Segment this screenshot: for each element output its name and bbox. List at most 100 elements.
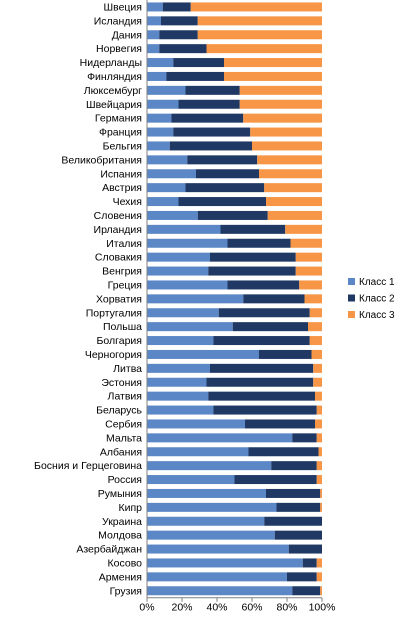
bar-segment-класс-1-12 [147, 169, 196, 179]
bar-segment-класс-3-15 [267, 210, 322, 220]
bar-segment-класс-1-34 [147, 475, 235, 485]
bar-segment-класс-3-34 [316, 475, 322, 485]
bar-segment-класс-2-4 [173, 58, 224, 68]
bar-segment-класс-3-10 [252, 141, 322, 151]
category-label: Албания [100, 446, 142, 458]
bar-segment-класс-3-3 [206, 44, 322, 54]
category-label: Чехия [113, 196, 142, 208]
bar-segment-класс-2-25 [259, 349, 312, 359]
bar-segment-класс-1-8 [147, 113, 172, 123]
category-label: Австрия [102, 182, 142, 194]
bar-segment-класс-2-42 [292, 586, 321, 596]
bar-segment-класс-2-26 [210, 363, 314, 373]
bar-segment-класс-2-38 [274, 530, 322, 540]
bar-segment-класс-2-8 [171, 113, 244, 123]
category-label: Эстония [101, 377, 142, 389]
bar-segment-класс-2-3 [159, 44, 207, 54]
category-label: Азербайджан [76, 544, 142, 556]
bar-segment-класс-1-32 [147, 447, 249, 457]
bar-segment-класс-1-33 [147, 461, 272, 471]
bar-segment-класс-3-40 [316, 558, 322, 568]
bar-segment-класс-2-10 [169, 141, 252, 151]
bar-segment-класс-3-16 [285, 224, 322, 234]
bar-segment-класс-1-9 [147, 127, 174, 137]
category-label: Украина [102, 516, 142, 528]
bar-segment-класс-2-20 [227, 280, 300, 290]
bar-segment-класс-1-31 [147, 433, 293, 443]
category-label: Черногория [85, 349, 142, 361]
legend-label-класс-2: Класс 2 [359, 294, 395, 305]
bar-segment-класс-1-5 [147, 71, 167, 81]
legend-swatch-класс-3 [348, 311, 355, 318]
category-label: Кипр [118, 502, 142, 514]
bar-segment-класс-1-28 [147, 391, 209, 401]
bar-segment-класс-2-0 [162, 2, 191, 12]
bar-segment-класс-1-2 [147, 30, 160, 40]
bar-segment-класс-1-0 [147, 2, 163, 12]
category-label: Мальта [106, 432, 142, 444]
bar-segment-класс-2-19 [208, 266, 296, 276]
bar-segment-класс-1-7 [147, 99, 179, 109]
bar-segment-класс-1-11 [147, 155, 188, 165]
category-label: Португалия [86, 307, 142, 319]
bar-segment-класс-2-16 [220, 224, 286, 234]
category-label: Литва [113, 363, 142, 375]
category-label: Беларусь [96, 405, 142, 417]
bar-segment-класс-2-24 [213, 336, 310, 346]
bar-segment-класс-2-14 [178, 197, 266, 207]
bar-segment-класс-3-12 [259, 169, 322, 179]
bar-segment-класс-2-1 [161, 16, 198, 26]
category-label: Косово [108, 557, 143, 569]
legend: Класс 1 Класс 2 Класс 3 [348, 277, 395, 321]
bar-segment-класс-2-37 [264, 516, 322, 526]
bar-segment-класс-1-10 [147, 141, 170, 151]
category-label: Армения [99, 571, 142, 583]
category-label: Россия [108, 474, 142, 486]
bar-segment-класс-2-17 [227, 238, 291, 248]
bar-segment-класс-1-6 [147, 85, 186, 95]
category-label: Швейцария [86, 99, 142, 111]
bar-segment-класс-2-5 [166, 71, 224, 81]
category-label: Швеция [104, 1, 143, 13]
bar-segment-класс-2-33 [271, 461, 317, 471]
bar-segment-класс-2-28 [208, 391, 315, 401]
bar-segment-класс-3-28 [315, 391, 322, 401]
category-label: Словакия [95, 252, 142, 264]
bar-segment-класс-3-27 [313, 377, 322, 387]
bar-segment-класс-1-18 [147, 252, 210, 262]
bar-segment-класс-3-18 [295, 252, 322, 262]
bar-segment-класс-3-0 [190, 2, 322, 12]
bar-segment-класс-1-30 [147, 419, 245, 429]
bar-segment-класс-1-39 [147, 544, 289, 554]
bar-segment-класс-3-32 [318, 447, 322, 457]
bar-segment-класс-3-4 [224, 58, 322, 68]
bar-segment-класс-1-16 [147, 224, 221, 234]
bar-segment-класс-2-2 [159, 30, 198, 40]
bar-segment-класс-3-22 [309, 308, 322, 318]
x-tick-label: 100% [309, 602, 336, 614]
category-label: Польша [103, 321, 142, 333]
category-label: Нидерланды [80, 57, 142, 69]
bar-segment-класс-3-14 [266, 197, 322, 207]
axes-layer [146, 0, 323, 602]
bar-segment-класс-3-30 [315, 419, 322, 429]
bar-segment-класс-2-6 [185, 85, 240, 95]
bar-segment-класс-3-6 [239, 85, 322, 95]
category-label: Великобритания [61, 154, 142, 166]
bar-segment-класс-1-40 [147, 558, 303, 568]
legend-swatch-класс-1 [348, 278, 355, 285]
bar-segment-класс-1-1 [147, 16, 161, 26]
bar-segment-класс-3-36 [320, 502, 322, 512]
x-tick-labels: 0% 20% 40% 60% 80% 100% [139, 602, 335, 614]
x-tick-label: 20% [171, 602, 192, 614]
bar-segment-класс-1-36 [147, 502, 277, 512]
bar-segment-класс-3-25 [311, 349, 322, 359]
category-label: Молдова [98, 530, 142, 542]
bar-segment-класс-2-35 [266, 488, 321, 498]
x-tick-label: 60% [241, 602, 262, 614]
bar-segment-класс-3-8 [243, 113, 322, 123]
bar-segment-класс-3-7 [239, 99, 322, 109]
bar-segment-класс-3-24 [309, 336, 322, 346]
